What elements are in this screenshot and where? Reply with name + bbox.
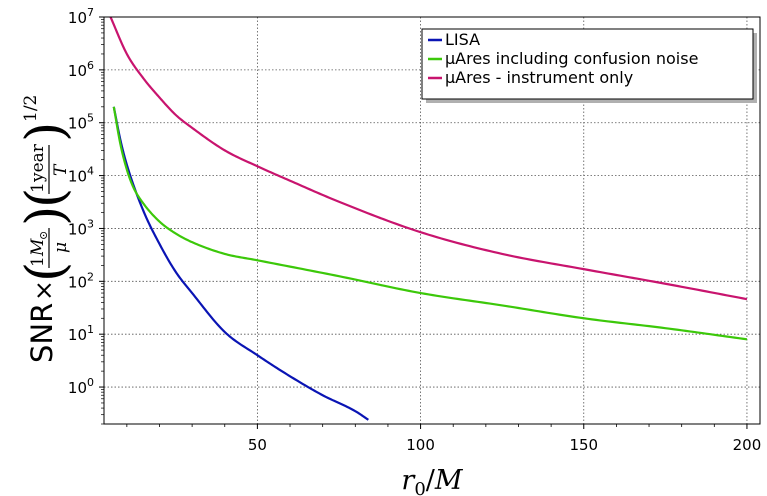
svg-text:M: M — [28, 238, 48, 257]
legend-label: LISA — [445, 30, 480, 49]
y-tick-label: 105 — [68, 112, 94, 133]
y-tick-label: 100 — [68, 376, 94, 397]
svg-text:μ: μ — [51, 242, 71, 253]
legend-box — [421, 28, 754, 100]
y-ticks: 100 101 102 103 104 105 106 107 — [68, 6, 104, 425]
svg-text:year: year — [28, 143, 48, 183]
paren-left-1: ( — [16, 262, 76, 282]
y-tick-label: 102 — [68, 270, 94, 291]
y-tick-label: 104 — [68, 165, 94, 186]
paren-right-1: ) — [16, 206, 76, 226]
svg-text:×: × — [29, 280, 58, 301]
svg-text:⊙: ⊙ — [37, 231, 50, 240]
series-line-2 — [112, 106, 748, 341]
series-line-3 — [109, 16, 748, 301]
series-lines — [109, 16, 748, 421]
svg-text:1/2: 1/2 — [21, 95, 41, 122]
x-tick-label: 100 — [406, 436, 435, 454]
series-line-1 — [112, 106, 369, 421]
svg-text:1: 1 — [28, 256, 48, 267]
legend-label: μAres including confusion noise — [445, 49, 698, 68]
x-axis-label: r0/M — [401, 465, 463, 496]
paren-left-2: ( — [16, 188, 76, 208]
y-tick-label: 107 — [68, 6, 94, 27]
svg-text:T: T — [51, 163, 71, 176]
x-tick-label: 50 — [248, 436, 267, 454]
y-tick-label: 101 — [68, 323, 94, 344]
y-axis-label: SNR × ( 1 M ⊙ μ ) ( 1 year T ) 1/2 — [16, 95, 76, 363]
x-tick-label: 150 — [569, 436, 598, 454]
legend-label: μAres - instrument only — [445, 68, 633, 87]
plot-frame — [103, 16, 761, 425]
svg-text:1: 1 — [28, 182, 48, 193]
x-ticks: 50 100 150 200 — [126, 424, 762, 454]
paren-right-2: ) — [16, 122, 76, 142]
svg-text:SNR: SNR — [25, 303, 59, 363]
y-tick-label: 106 — [68, 59, 94, 80]
x-tick-label: 200 — [733, 436, 762, 454]
y-tick-label: 103 — [68, 217, 94, 238]
